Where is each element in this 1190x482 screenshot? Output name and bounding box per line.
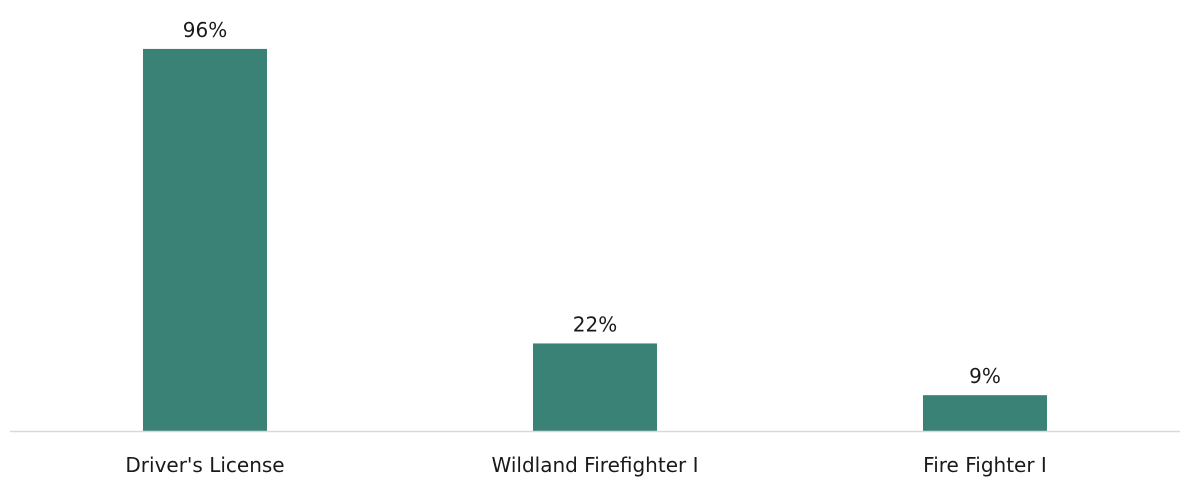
category-labels-group: Driver's License Wildland Firefighter I Fi… (125, 453, 1046, 477)
value-label-1: 22% (573, 312, 617, 336)
bar-0 (143, 48, 267, 432)
bar-2 (923, 395, 1047, 431)
category-label-2: Fire Fighter I (923, 453, 1047, 477)
bars-group (143, 48, 1047, 432)
category-label-0: Driver's License (125, 453, 284, 477)
value-label-0: 96% (183, 18, 227, 42)
bar-1 (533, 343, 657, 431)
category-label-1: Wildland Firefighter I (492, 453, 699, 477)
value-labels-group: 96% 22% 9% (183, 18, 1001, 388)
value-label-2: 9% (969, 364, 1001, 388)
